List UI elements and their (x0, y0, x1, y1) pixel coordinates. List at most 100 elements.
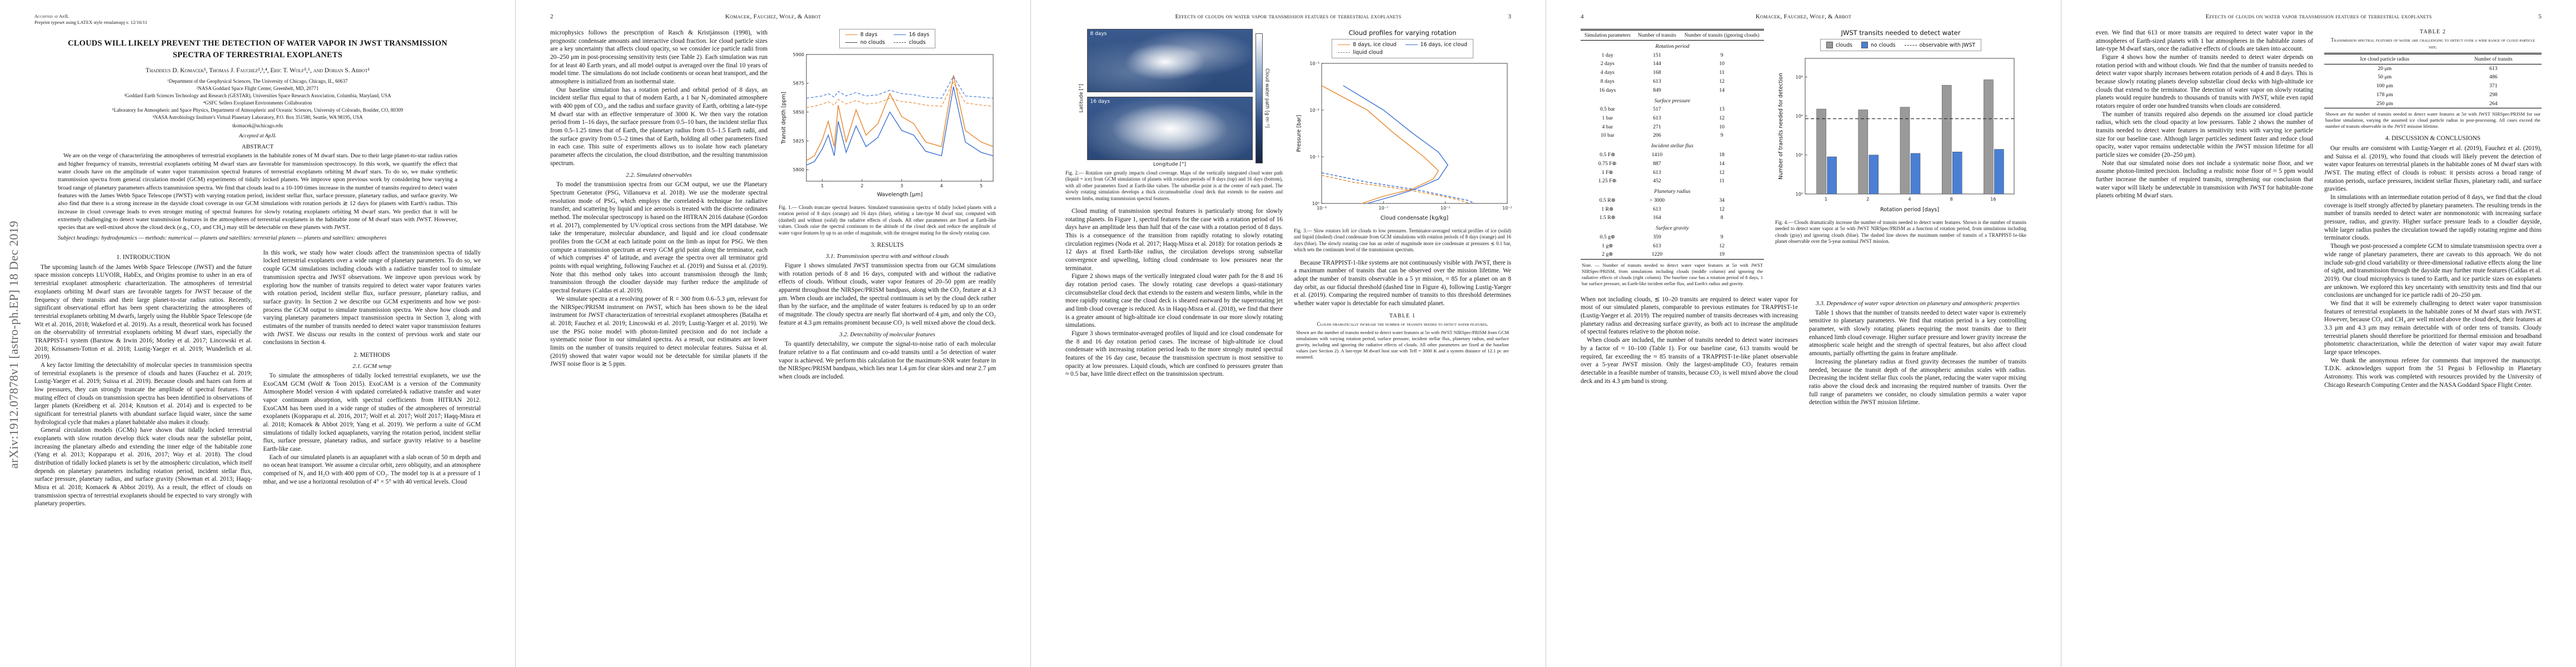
table-cell: 0.5 R⊕ (1599, 197, 1616, 203)
svg-text:10⁻³: 10⁻³ (1309, 61, 1319, 66)
table-row: 4 days 168 11 (1581, 68, 1764, 77)
figure-4-svg: 10⁰ 10¹ 10² 10³ 1 2 4 8 16 Rotation period [days]… (1778, 58, 2015, 213)
group-label: Incident stellar flux (1651, 143, 1693, 150)
map-panel: 16 days (1087, 97, 1253, 160)
legend-label: no clouds (1870, 42, 1896, 48)
svg-text:Cloud condensate [kg/kg]: Cloud condensate [kg/kg] (1381, 215, 1448, 221)
table-cell: 849 (1653, 87, 1661, 93)
svg-text:1: 1 (1825, 197, 1827, 202)
legend-label: no clouds (860, 39, 885, 46)
map-panel-label: 8 days (1090, 31, 1107, 37)
figure-2-caption: Fig. 2.— Rotation rate greatly impacts c… (1065, 170, 1283, 201)
table-2: Ice cloud particle radius Number of trans… (2324, 52, 2542, 109)
table-header: Ice cloud particle radius Number of trans… (2324, 53, 2542, 64)
running-head: Effects of clouds on water vapor transmi… (2096, 13, 2542, 21)
table-row: 1.25 F⊕ 452 11 (1581, 177, 1764, 186)
legend-item: 16 days, ice cloud (1405, 42, 1467, 48)
table-group-row: Surface gravity (1581, 222, 1764, 233)
svg-text:8: 8 (1950, 197, 1953, 202)
figure-3-legend: 8 days, ice cloud 16 days, ice cloud liqui… (1332, 39, 1473, 58)
table-1: Simulation parameters Number of transits N… (1581, 29, 1764, 260)
paragraph: Our results are consistent with Lustig-Y… (2324, 145, 2542, 193)
table-2-title: Transmission spectral features of water … (2330, 37, 2535, 50)
paper-title: CLOUDS WILL LIKELY PREVENT THE DETECTION… (68, 39, 447, 59)
paragraph: microphysics follows the prescription of… (550, 29, 768, 86)
legend-swatch-line (894, 42, 906, 43)
figure-1-svg: 1 2 3 4 5 5800 5825 5850 5875 5900 Wavelength [μm]… (781, 52, 994, 198)
table-cell: 1 bar (1602, 115, 1613, 121)
paragraph: Figure 1 shows simulated JWST transmissi… (779, 262, 996, 326)
page1-column-2: In this work, we study how water clouds … (263, 249, 481, 508)
legend-label: 16 days, ice cloud (1420, 42, 1467, 48)
map-panel-label: 16 days (1090, 99, 1110, 104)
page-4: 4 Komacek, Fauchez, Wolf, & Abbot Simula… (1546, 0, 2061, 667)
table-cell: 18 (1719, 152, 1725, 158)
table-row: 100 μm 371 (2324, 82, 2542, 91)
table-group-row: Surface pressure (1581, 95, 1764, 106)
table-cell: 887 (1653, 160, 1661, 167)
svg-text:Transit depth [ppm]: Transit depth [ppm] (781, 92, 787, 145)
page3-column-2-text: Because TRAPPIST-1-like systems are not … (1294, 259, 1511, 308)
table-cell: 164 (1653, 215, 1661, 221)
page5-column-2-text: 4. DISCUSSION & CONCLUSIONS Our results a… (2324, 135, 2542, 389)
affiliation: ³Goddard Earth Sciences Technology and R… (124, 93, 391, 99)
svg-text:10⁻⁵: 10⁻⁵ (1441, 206, 1451, 211)
figure-3: Cloud profiles for varying rotation 8 da… (1294, 29, 1512, 253)
page-number: 4 (1581, 13, 1584, 20)
table-cell: 250 μm (2376, 100, 2393, 107)
page-5: Effects of clouds on water vapor transmi… (2061, 0, 2576, 667)
legend-swatch-square (1861, 42, 1868, 48)
table-header-row: Simulation parameters Number of transits N… (1581, 29, 1764, 41)
table-row: 0.5 F⊕ 1410 18 (1581, 151, 1764, 160)
page-3: Effects of clouds on water vapor transmi… (1030, 0, 1546, 667)
paragraph: In this work, we study how water clouds … (263, 249, 481, 346)
legend-label: 8 days, ice cloud (1353, 42, 1397, 48)
figure-4-legend: clouds no clouds observable with JWST (1820, 39, 1982, 51)
legend-label: liquid cloud (1353, 49, 1383, 56)
table-cell: 12 (1719, 115, 1725, 121)
section-heading: 2. METHODS (353, 351, 391, 359)
table-cell: 1220 (1651, 251, 1663, 258)
table-group-row: Incident stellar flux (1581, 140, 1764, 151)
data-table: Ice cloud particle radius Number of trans… (2324, 52, 2542, 109)
cloud-field (1087, 97, 1252, 160)
figure-2: Latitude [°] 8 days 16 days Longitude [°] Cl… (1065, 29, 1283, 202)
author-list: Thaddeus D. Komacek¹, Thomas J. Fauchez²… (145, 67, 370, 74)
figure-3-svg: 10⁻⁹ 10⁻⁷ 10⁻⁵ 10⁻³ 10⁻³ 10⁻² 10⁻¹ 10⁰ Cloud con… (1296, 61, 1512, 221)
table-cell: 2 g⊕ (1602, 251, 1613, 258)
svg-text:Wavelength [μm]: Wavelength [μm] (877, 192, 923, 198)
running-head: 2 Komacek, Fauchez, Wolf, & Abbot (550, 13, 996, 21)
table-cell: 12 (1719, 78, 1725, 84)
affiliation: ⁶NASA Astrobiology Institute's Virtual P… (152, 115, 363, 121)
legend-item: observable with JWST (1904, 42, 1975, 48)
subject-headings: Subject headings: hydrodynamics — method… (58, 235, 387, 241)
table-row: 1 g⊕ 613 12 (1581, 242, 1764, 251)
legend-item: clouds (894, 39, 929, 46)
table-cell: 2 days (1600, 61, 1615, 67)
accepted-line: Accepted at ApJL (239, 133, 276, 140)
paragraph: When not including clouds, ≲ 10–20 trans… (1581, 296, 1798, 336)
table-cell: 100 μm (2376, 83, 2393, 89)
page-number: 2 (550, 13, 554, 20)
table-cell: 19 (1719, 251, 1725, 258)
paragraph: even. We find that 613 or more transits … (2096, 29, 2313, 53)
paragraph: Cloud muting of transmission spectral fe… (1065, 207, 1283, 272)
paragraph: Note that our simulated noise does not i… (2096, 160, 2313, 200)
legend-item: no clouds (1861, 42, 1896, 48)
page3-column-1-text: Cloud muting of transmission spectral fe… (1065, 207, 1283, 379)
page2-column-2-text: 3. RESULTS 3.1. Transmission spectra with… (779, 242, 996, 381)
paragraph: Our baseline simulation has a rotation p… (550, 86, 768, 167)
svg-text:10⁰: 10⁰ (1312, 201, 1319, 206)
legend-item: 8 days (845, 32, 885, 38)
table-row: 178 μm 298 (2324, 91, 2542, 99)
paragraph: Figure 4 shows how the number of transit… (2096, 54, 2313, 110)
table-cell: 613 (1653, 206, 1661, 212)
svg-text:5900: 5900 (793, 52, 804, 57)
svg-text:10⁻²: 10⁻² (1309, 108, 1319, 113)
paragraph: Table 1 shows that the number of transit… (1809, 309, 2026, 357)
group-label: Planetary radius (1654, 188, 1691, 195)
affiliation: ⁵Laboratory for Atmospheric and Space Ph… (112, 107, 403, 113)
accepted-note: Accepted at ApJL (34, 13, 69, 19)
page-1: arXiv:1912.07878v1 [astro-ph.EP] 18 Dec … (0, 0, 515, 667)
